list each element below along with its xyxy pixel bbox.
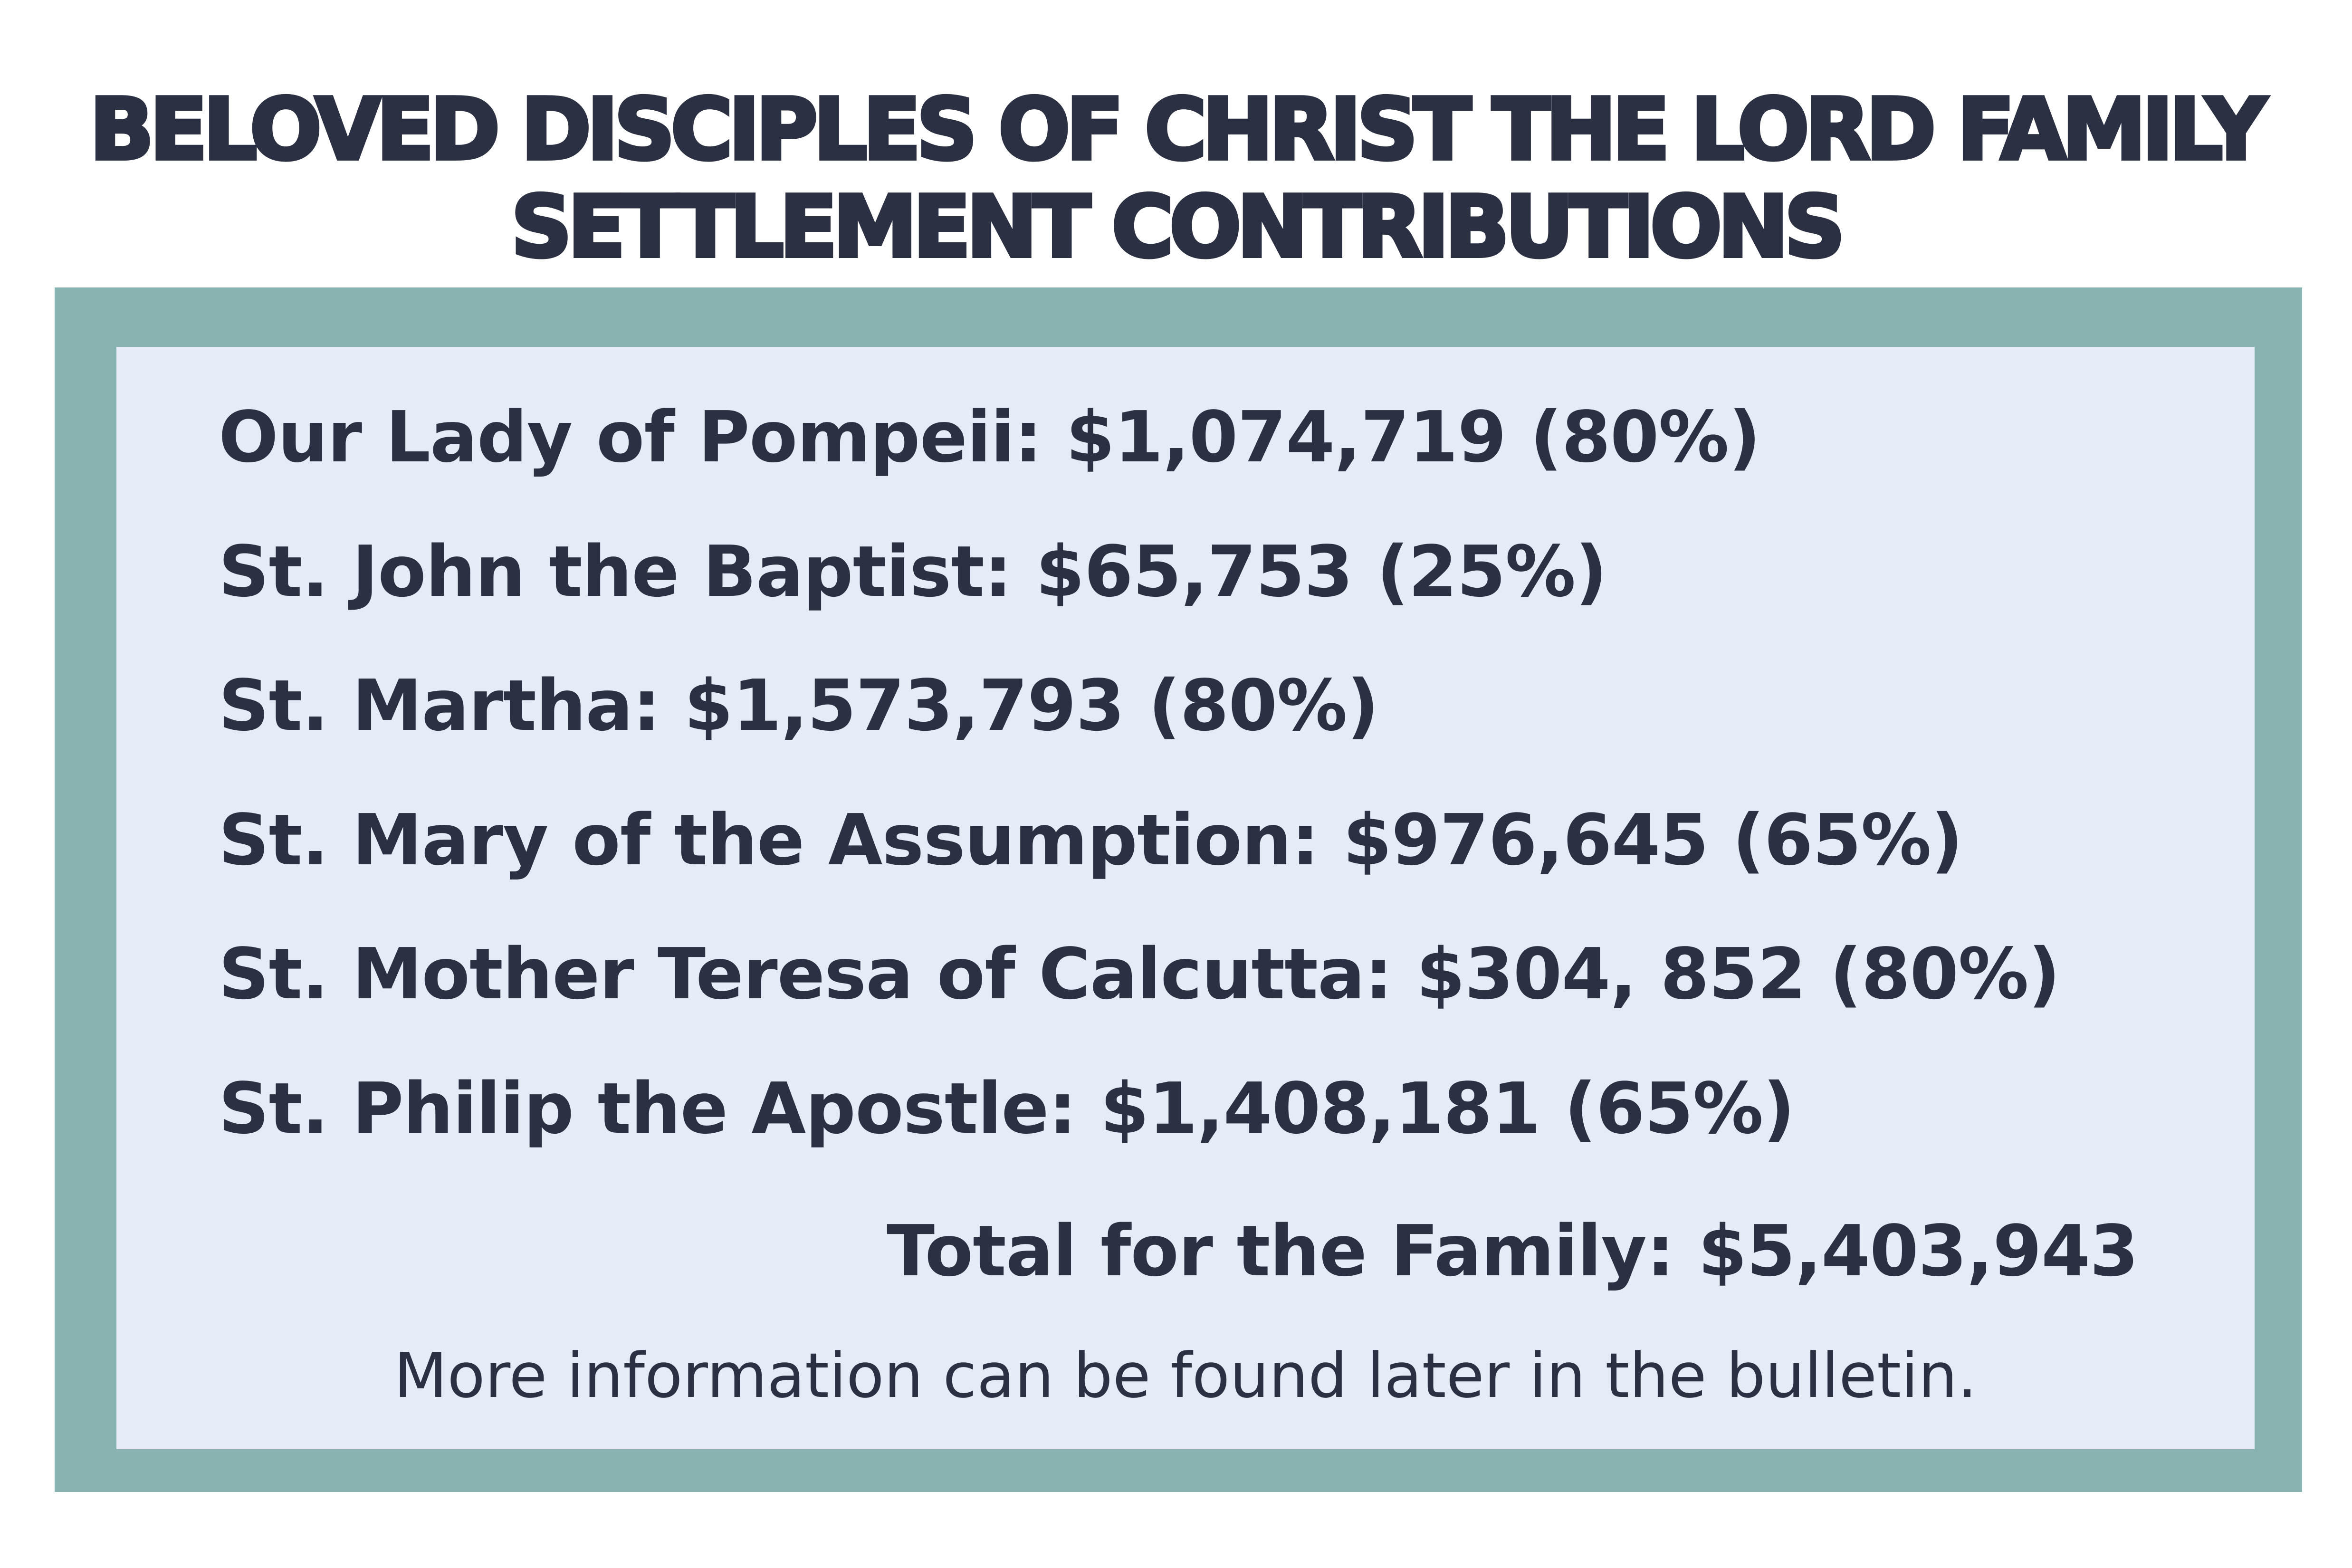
- contribution-st-martha: St. Martha: $1,573,793 (80%): [219, 665, 1379, 746]
- contribution-st-philip-the-apostle: St. Philip the Apostle: $1,408,181 (65%): [219, 1068, 1795, 1149]
- contribution-st-john-the-baptist: St. John the Baptist: $65,753 (25%): [219, 531, 1607, 612]
- bulletin-note: More information can be found later in t…: [394, 1339, 1977, 1412]
- contribution-our-lady-of-pompeii: Our Lady of Pompeii: $1,074,719 (80%): [219, 396, 1761, 478]
- page-title: BELOVED DISCIPLES OF CHRIST THE LORD FAM…: [0, 79, 2352, 277]
- family-total: Total for the Family: $5,403,943: [887, 1210, 2139, 1292]
- contribution-st-mary-of-the-assumption: St. Mary of the Assumption: $976,645 (65…: [219, 799, 1963, 881]
- page-title-line-2: SETTLEMENT CONTRIBUTIONS: [509, 176, 1847, 277]
- contributions-panel: [116, 347, 2255, 1449]
- contribution-st-mother-teresa-of-calcutta: St. Mother Teresa of Calcutta: $304, 852…: [219, 933, 2060, 1015]
- page-title-line-1: BELOVED DISCIPLES OF CHRIST THE LORD FAM…: [87, 79, 2268, 180]
